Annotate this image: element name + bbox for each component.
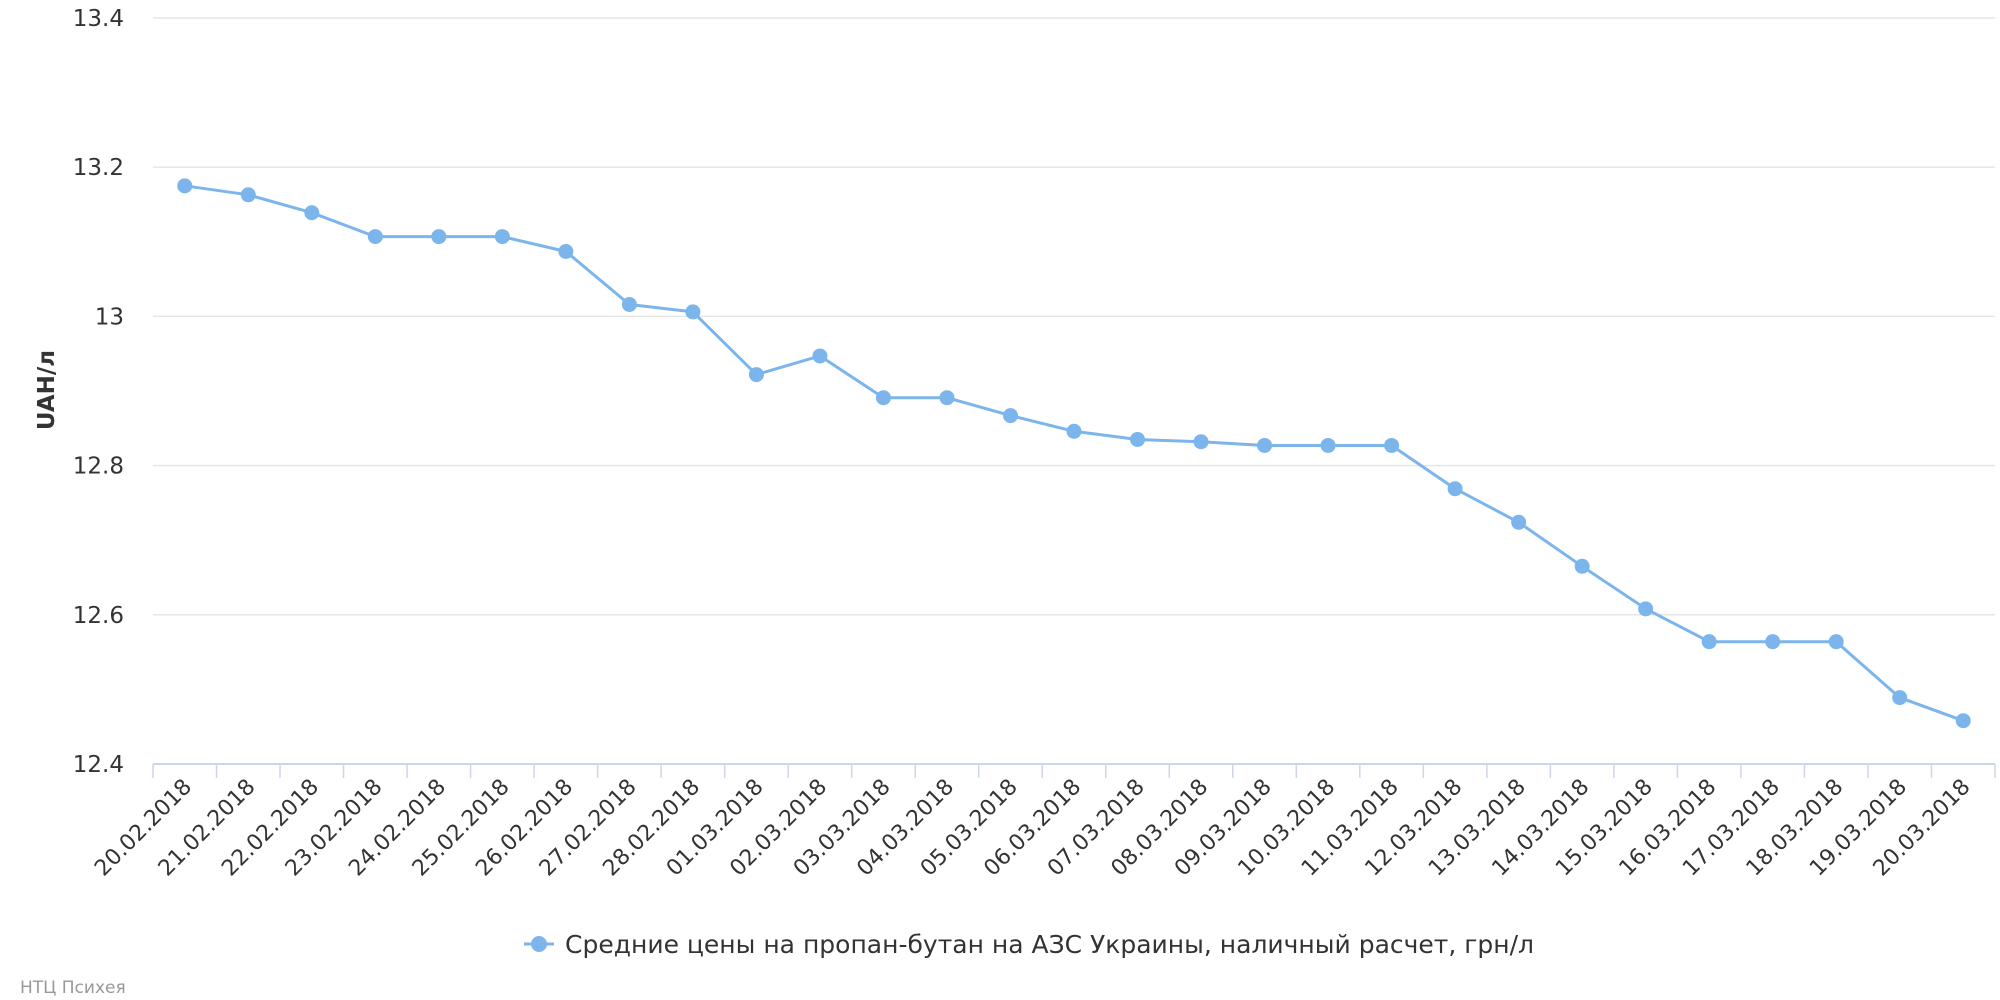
legend-label: Средние цены на пропан-бутан на АЗС Укра…	[565, 930, 1534, 959]
data-point[interactable]	[177, 178, 193, 194]
y-tick-label: 13	[95, 304, 124, 330]
y-axis-label: UAH/л	[34, 350, 60, 430]
x-axis	[152, 763, 1996, 778]
data-point[interactable]	[1765, 634, 1781, 650]
data-point[interactable]	[1002, 408, 1018, 424]
data-point[interactable]	[1193, 434, 1209, 450]
data-point[interactable]	[1130, 431, 1146, 447]
data-point[interactable]	[558, 243, 574, 259]
series-line[interactable]	[184, 184, 1964, 723]
data-point[interactable]	[1447, 481, 1463, 497]
data-point[interactable]	[1828, 634, 1844, 650]
data-point[interactable]	[685, 304, 701, 320]
data-point[interactable]	[1638, 601, 1654, 617]
data-point[interactable]	[812, 348, 828, 364]
data-point[interactable]	[304, 205, 320, 221]
data-point[interactable]	[367, 229, 383, 245]
data-point[interactable]	[1511, 514, 1527, 530]
data-point[interactable]	[1257, 437, 1273, 453]
data-point[interactable]	[875, 390, 891, 406]
y-tick-label: 12.6	[73, 603, 124, 629]
data-point[interactable]	[1955, 713, 1971, 729]
y-tick-label: 12.4	[73, 752, 124, 778]
data-point[interactable]	[1892, 690, 1908, 706]
y-tick-label: 13.2	[73, 155, 124, 181]
x-axis-ticks: 20.02.201821.02.201822.02.201823.02.2018…	[90, 775, 1975, 882]
legend[interactable]: Средние цены на пропан-бутан на АЗС Укра…	[524, 930, 1534, 959]
y-axis-ticks: 13.4 13.2 13 12.8 12.6 12.4	[73, 6, 124, 778]
credits-label[interactable]: НТЦ Психея	[20, 978, 126, 998]
data-point[interactable]	[431, 229, 447, 245]
data-point[interactable]	[748, 367, 764, 383]
data-point[interactable]	[1701, 634, 1717, 650]
y-tick-label: 12.8	[73, 454, 124, 480]
data-point[interactable]	[494, 229, 510, 245]
data-point[interactable]	[1066, 423, 1082, 439]
legend-marker-symbol	[531, 936, 547, 952]
data-point[interactable]	[240, 187, 256, 203]
data-point[interactable]	[939, 390, 955, 406]
y-tick-label: 13.4	[73, 6, 124, 32]
data-point[interactable]	[621, 296, 637, 312]
y-gridlines	[153, 17, 1995, 616]
data-point[interactable]	[1320, 437, 1336, 453]
data-point[interactable]	[1574, 558, 1590, 574]
data-point[interactable]	[1384, 437, 1400, 453]
series-group	[177, 178, 1971, 729]
